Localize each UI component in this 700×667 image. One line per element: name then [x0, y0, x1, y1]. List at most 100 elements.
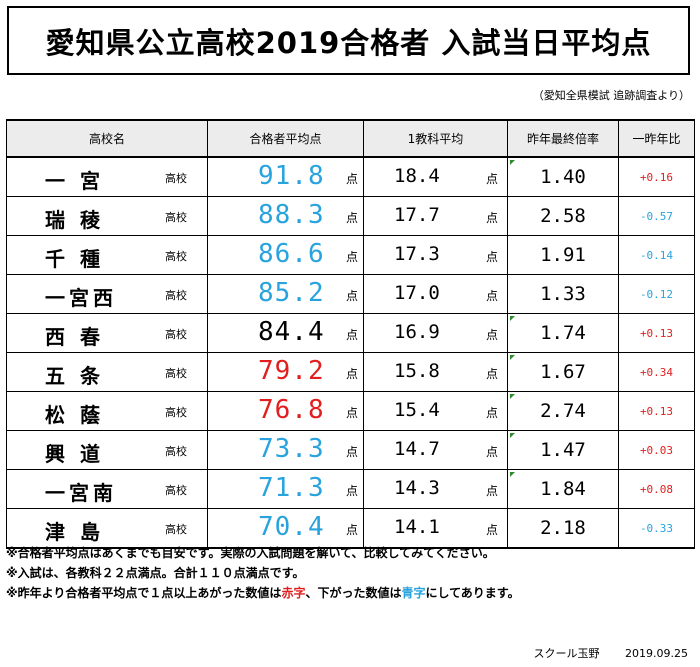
average-cell: 71.3 点	[207, 469, 364, 509]
points-unit: 点	[486, 484, 499, 498]
school-cell: 西 春 高校	[6, 313, 208, 353]
per-subject-cell: 17.3 点	[363, 235, 508, 275]
per-subject-score: 17.3	[394, 243, 440, 265]
per-subject-score: 14.1	[394, 516, 440, 538]
footer: スクール玉野 2019.09.25	[512, 645, 688, 661]
table-header-row: 高校名 合格者平均点 1教科平均 昨年最終倍率 一昨年比	[6, 119, 695, 158]
ratio-value: 1.47	[540, 439, 586, 461]
table-row: 一宮西 高校 85.2 点 17.0 点 1.33 -0.12	[6, 274, 695, 314]
points-unit: 点	[346, 250, 359, 264]
school-suffix: 高校	[165, 406, 187, 419]
diff-cell: -0.14	[618, 235, 695, 275]
table-row: 一 宮 高校 91.8 点 18.4 点 1.40 +0.16	[6, 157, 695, 197]
diff-value: -0.57	[639, 209, 674, 223]
points-unit: 点	[486, 406, 499, 420]
ratio-cell: 2.74	[507, 391, 619, 431]
school-suffix: 高校	[165, 328, 187, 341]
note-3-text-b: 、下がった数値は	[305, 586, 402, 600]
diff-value: -0.14	[639, 248, 674, 262]
header-average: 合格者平均点	[207, 119, 364, 158]
points-unit: 点	[486, 172, 499, 186]
note-3-red: 赤字	[281, 586, 306, 600]
table-row: 興 道 高校 73.3 点 14.7 点 1.47 +0.03	[6, 430, 695, 470]
average-score: 84.4	[258, 317, 325, 347]
diff-cell: -0.57	[618, 196, 695, 236]
school-name: 瑞 稜	[45, 208, 104, 232]
ratio-cell: 1.33	[507, 274, 619, 314]
school-name: 一 宮	[45, 169, 104, 193]
points-unit: 点	[346, 484, 359, 498]
school-cell: 一宮西 高校	[6, 274, 208, 314]
per-subject-score: 16.9	[394, 321, 440, 343]
average-cell: 88.3 点	[207, 196, 364, 236]
school-suffix: 高校	[165, 172, 187, 185]
school-name: 松 蔭	[45, 403, 104, 427]
school-suffix: 高校	[165, 250, 187, 263]
school-cell: 瑞 稜 高校	[6, 196, 208, 236]
diff-value: -0.12	[639, 287, 674, 301]
average-score: 85.2	[258, 278, 325, 308]
diff-value: +0.16	[639, 170, 674, 184]
per-subject-score: 14.7	[394, 438, 440, 460]
average-score: 79.2	[258, 356, 325, 386]
school-cell: 千 種 高校	[6, 235, 208, 275]
points-unit: 点	[346, 445, 359, 459]
points-unit: 点	[486, 328, 499, 342]
per-subject-cell: 15.8 点	[363, 352, 508, 392]
points-unit: 点	[346, 211, 359, 225]
average-cell: 86.6 点	[207, 235, 364, 275]
page-title: 愛知県公立高校2019合格者 入試当日平均点	[45, 25, 652, 60]
note-3-blue: 青字	[401, 586, 426, 600]
per-subject-cell: 14.3 点	[363, 469, 508, 509]
source-note: （愛知全県模試 追跡調査より）	[532, 89, 690, 102]
per-subject-score: 14.3	[394, 477, 440, 499]
ratio-cell: 1.74	[507, 313, 619, 353]
ratio-value: 2.74	[540, 400, 586, 422]
diff-value: +0.03	[639, 443, 674, 457]
points-unit: 点	[346, 367, 359, 381]
school-suffix: 高校	[165, 484, 187, 497]
average-score: 76.8	[258, 395, 325, 425]
points-unit: 点	[486, 367, 499, 381]
school-cell: 一宮南 高校	[6, 469, 208, 509]
points-unit: 点	[346, 328, 359, 342]
header-school: 高校名	[6, 119, 208, 158]
table-row: 五 条 高校 79.2 点 15.8 点 1.67 +0.34	[6, 352, 695, 392]
average-cell: 84.4 点	[207, 313, 364, 353]
ratio-cell: 1.91	[507, 235, 619, 275]
note-3-text-a: ※昨年より合格者平均点で１点以上あがった数値は	[6, 586, 282, 600]
points-unit: 点	[486, 523, 499, 537]
average-score: 73.3	[258, 434, 325, 464]
table-row: 松 蔭 高校 76.8 点 15.4 点 2.74 +0.13	[6, 391, 695, 431]
school-cell: 五 条 高校	[6, 352, 208, 392]
average-cell: 91.8 点	[207, 157, 364, 197]
ratio-value: 1.40	[540, 166, 586, 188]
table-row: 千 種 高校 86.6 点 17.3 点 1.91 -0.14	[6, 235, 695, 275]
school-cell: 興 道 高校	[6, 430, 208, 470]
per-subject-score: 15.8	[394, 360, 440, 382]
per-subject-cell: 18.4 点	[363, 157, 508, 197]
diff-value: +0.34	[639, 365, 674, 379]
note-1: ※合格者平均点はあくまでも目安です。実際の入試問題を解いて、比較してみてください…	[6, 546, 495, 560]
diff-cell: +0.08	[618, 469, 695, 509]
school-suffix: 高校	[165, 367, 187, 380]
diff-cell: +0.13	[618, 391, 695, 431]
footer-date: 2019.09.25	[625, 647, 688, 660]
average-score: 71.3	[258, 473, 325, 503]
school-suffix: 高校	[165, 445, 187, 458]
average-cell: 70.4 点	[207, 508, 364, 549]
ratio-cell: 2.18	[507, 508, 619, 549]
ratio-cell: 1.84	[507, 469, 619, 509]
average-cell: 76.8 点	[207, 391, 364, 431]
points-unit: 点	[486, 445, 499, 459]
diff-cell: +0.13	[618, 313, 695, 353]
diff-cell: +0.16	[618, 157, 695, 197]
ratio-cell: 1.67	[507, 352, 619, 392]
per-subject-score: 17.7	[394, 204, 440, 226]
ratio-value: 1.84	[540, 478, 586, 500]
per-subject-cell: 14.7 点	[363, 430, 508, 470]
school-name: 一宮西	[45, 286, 117, 310]
ratio-cell: 1.47	[507, 430, 619, 470]
ratio-cell: 1.40	[507, 157, 619, 197]
average-score: 86.6	[258, 239, 325, 269]
